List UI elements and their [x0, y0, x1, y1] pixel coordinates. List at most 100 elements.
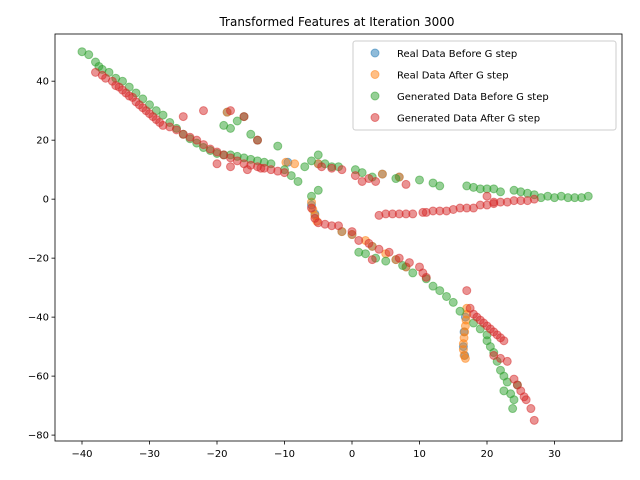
- legend-label: Generated Data Before G step: [397, 92, 549, 103]
- data-point: [337, 165, 347, 175]
- data-point: [508, 404, 518, 414]
- data-point: [499, 386, 509, 396]
- y-tick-label: −80: [28, 431, 49, 442]
- data-point: [377, 169, 387, 179]
- data-point: [361, 249, 370, 259]
- x-tick-label: −40: [71, 449, 92, 460]
- y-tick-label: −60: [28, 372, 49, 383]
- data-point: [381, 256, 391, 266]
- legend-box: [352, 40, 617, 131]
- data-point: [307, 156, 316, 166]
- legend-marker: [370, 48, 380, 58]
- legend-marker: [370, 70, 380, 79]
- data-point: [239, 112, 249, 122]
- data-point: [350, 171, 360, 181]
- data-point: [455, 306, 465, 316]
- data-point: [502, 356, 512, 366]
- data-point: [521, 395, 531, 405]
- data-point: [212, 159, 222, 169]
- series-3: [91, 67, 539, 425]
- data-point: [334, 221, 343, 231]
- x-tick-label: 20: [481, 449, 494, 460]
- data-point: [172, 125, 181, 135]
- data-point: [384, 247, 394, 257]
- chart-title: Transformed Features at Iteration 3000: [218, 15, 454, 29]
- data-point: [509, 395, 519, 405]
- data-point: [281, 157, 291, 167]
- data-point: [232, 116, 242, 126]
- data-point: [428, 281, 438, 291]
- data-point: [496, 187, 505, 197]
- data-point: [435, 286, 445, 296]
- data-point: [313, 150, 323, 160]
- data-point: [371, 176, 381, 186]
- data-point: [374, 244, 384, 254]
- x-tick-label: −20: [206, 449, 227, 460]
- legend-marker: [370, 91, 380, 101]
- data-point: [529, 415, 539, 425]
- data-point: [401, 179, 411, 189]
- y-tick-label: −20: [28, 254, 49, 265]
- data-point: [226, 123, 235, 133]
- data-point: [317, 162, 327, 172]
- data-point: [421, 272, 431, 282]
- data-point: [293, 176, 303, 186]
- data-point: [482, 191, 492, 201]
- plot-frame: [54, 33, 623, 442]
- legend-marker: [370, 113, 380, 122]
- data-point: [84, 50, 94, 60]
- x-tick-label: −30: [139, 449, 160, 460]
- data-point: [300, 162, 310, 172]
- y-tick-label: 40: [36, 77, 49, 88]
- x-tick-label: −10: [274, 449, 295, 460]
- data-point: [246, 129, 256, 139]
- data-point: [307, 203, 316, 213]
- y-tick-label: 0: [43, 195, 49, 206]
- data-point: [226, 106, 235, 116]
- data-point: [408, 209, 418, 219]
- data-point: [226, 162, 235, 172]
- data-point: [404, 258, 414, 268]
- data-point: [364, 238, 374, 248]
- x-tick-label: 0: [349, 449, 355, 460]
- y-tick-label: 20: [36, 136, 49, 147]
- data-point: [347, 227, 357, 237]
- data-point: [256, 163, 266, 173]
- data-point: [435, 181, 445, 191]
- legend: Real Data Before G step Real Data After G…: [352, 40, 617, 131]
- data-point: [529, 194, 539, 204]
- data-point: [489, 197, 499, 207]
- data-point: [394, 253, 404, 263]
- data-point: [499, 336, 509, 346]
- x-tick-label: 30: [548, 449, 561, 460]
- data-point: [526, 404, 536, 414]
- data-point: [307, 191, 316, 201]
- data-point: [462, 286, 472, 296]
- data-point: [280, 168, 289, 178]
- legend-label: Generated Data After G step: [397, 114, 540, 125]
- data-point: [367, 255, 377, 265]
- data-point: [158, 110, 168, 120]
- data-point: [178, 112, 188, 122]
- data-point: [583, 191, 593, 201]
- data-point: [199, 140, 208, 150]
- data-points: [77, 47, 593, 425]
- data-point: [391, 174, 401, 184]
- data-point: [242, 165, 252, 175]
- legend-label: Real Data After G step: [397, 71, 509, 82]
- data-point: [442, 291, 451, 301]
- data-point: [408, 268, 418, 278]
- y-tick-label: −40: [28, 313, 49, 324]
- data-point: [448, 297, 458, 307]
- data-point: [273, 141, 283, 151]
- data-point: [354, 235, 364, 245]
- data-point: [415, 175, 424, 185]
- legend-label: Real Data Before G step: [397, 49, 517, 60]
- data-point: [253, 135, 262, 145]
- data-point: [290, 159, 300, 169]
- data-point: [192, 135, 202, 145]
- data-point: [199, 106, 208, 116]
- x-tick-label: 10: [413, 449, 426, 460]
- data-point: [327, 163, 337, 173]
